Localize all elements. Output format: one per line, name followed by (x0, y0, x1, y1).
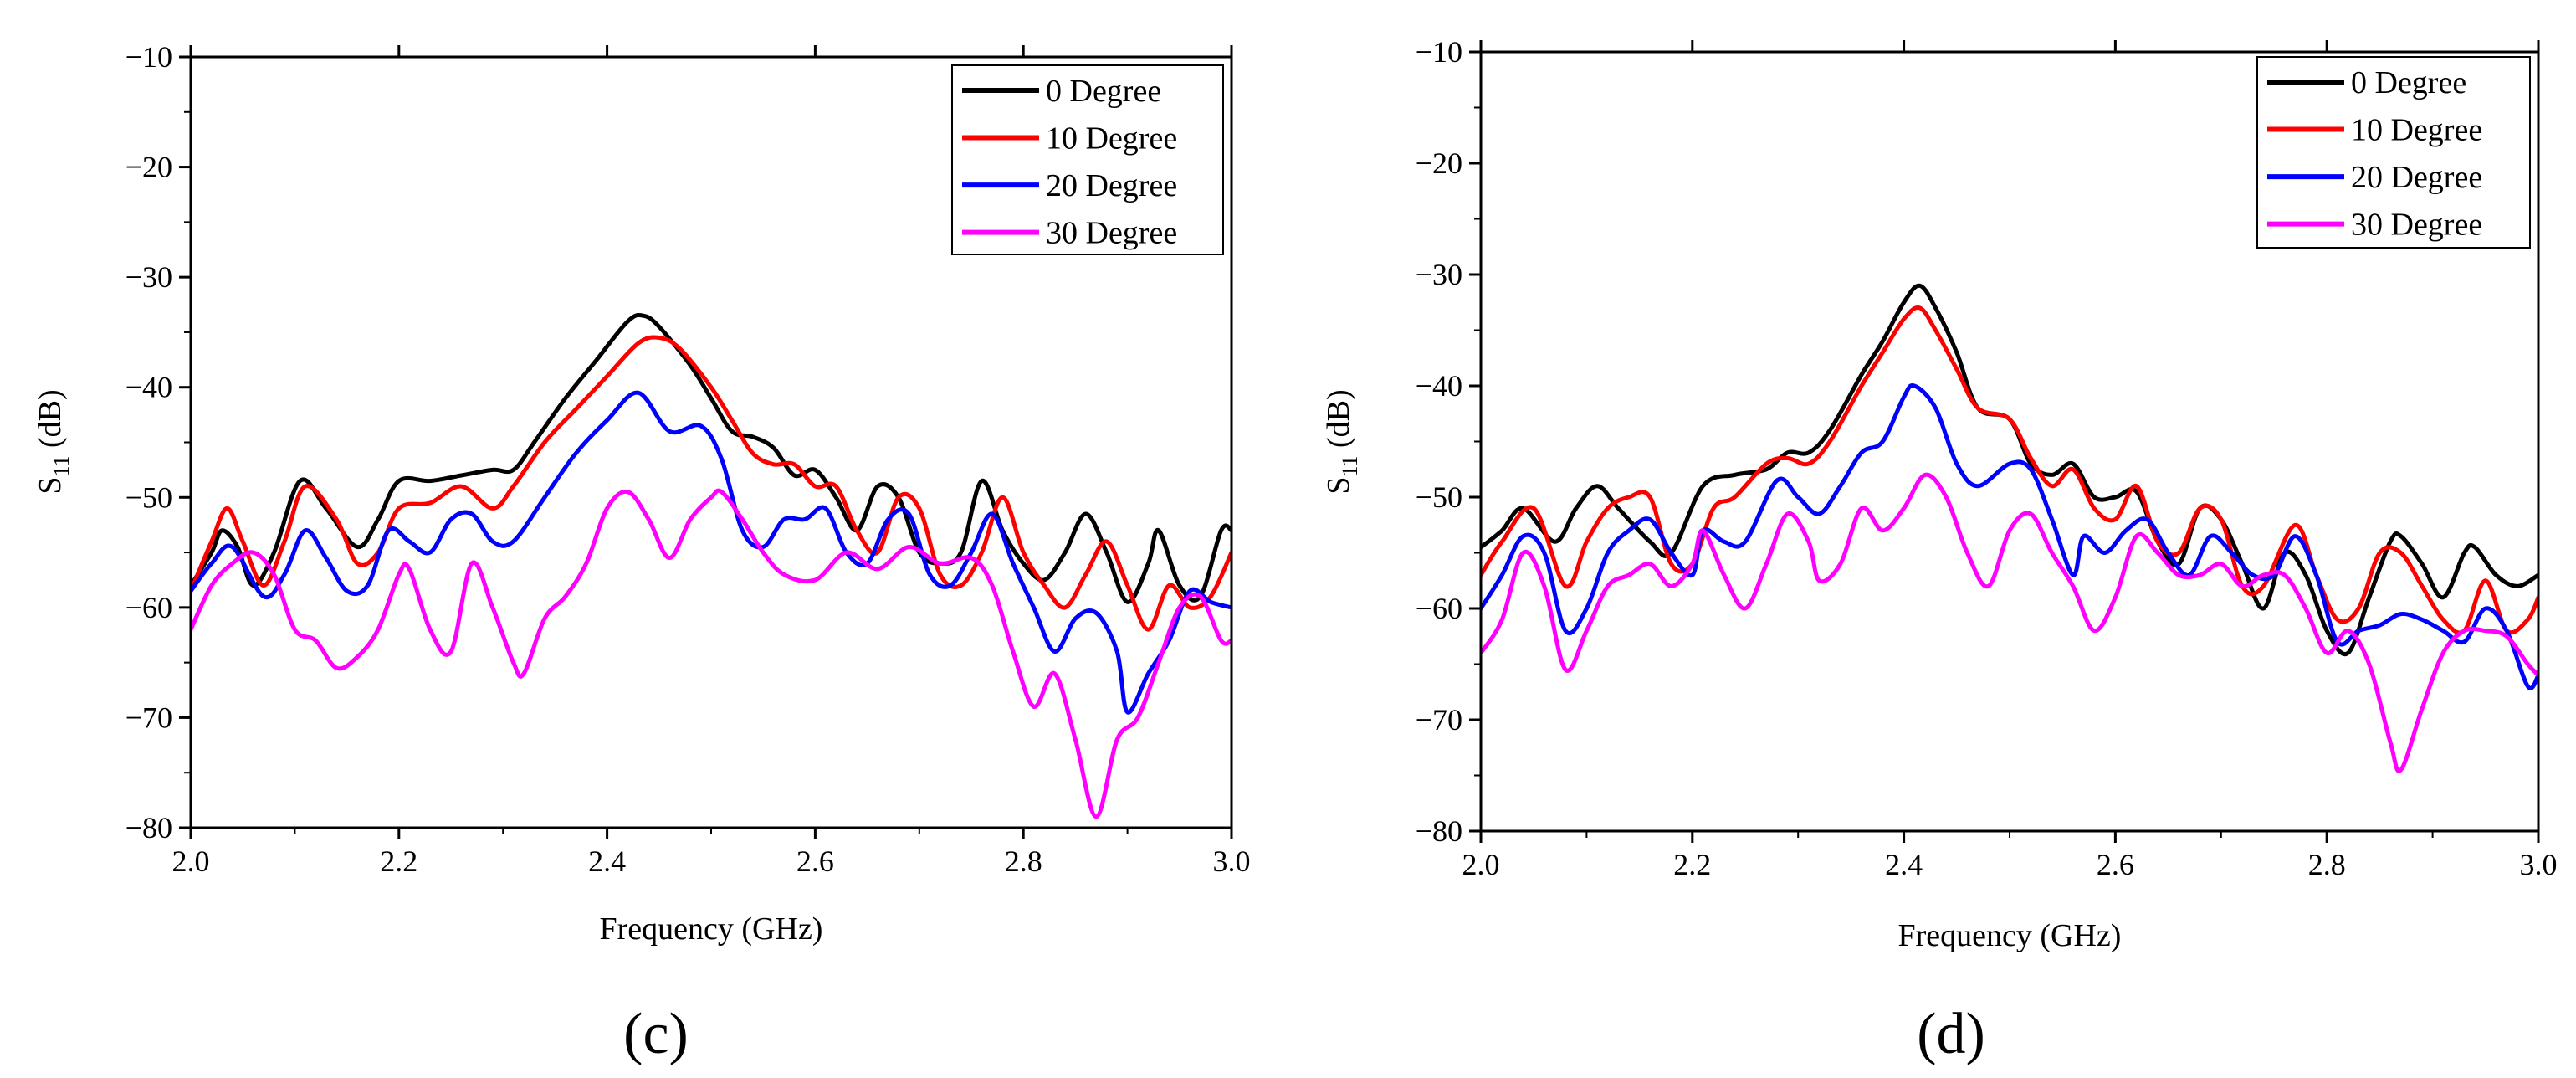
legend: 0 Degree 10 Degree 20 Degree 30 Degree (951, 64, 1224, 255)
y-axis-title: S11 (dB) (1321, 389, 1362, 494)
panel-label: (d) (1917, 1002, 1985, 1066)
legend-label: 30 Degree (1046, 216, 1177, 251)
series-line-10-degree (191, 335, 1232, 632)
legend-label: 10 Degree (1046, 121, 1177, 157)
panel-label: (c) (623, 1002, 689, 1066)
x-tick-label: 3.0 (2520, 848, 2558, 881)
x-tick-label: 2.8 (2308, 848, 2346, 881)
y-tick-label: −70 (125, 701, 172, 734)
x-tick-label: 2.8 (1005, 844, 1042, 878)
legend-label: 0 Degree (1046, 74, 1161, 109)
y-tick-label: −30 (125, 260, 172, 294)
legend-label: 20 Degree (2351, 160, 2482, 195)
x-tick-label: 2.6 (2097, 848, 2134, 881)
legend-box (2256, 56, 2531, 249)
y-tick-label: −60 (1416, 592, 1462, 625)
x-axis-title: Frequency (GHz) (1898, 918, 2122, 953)
series-line-30-degree (191, 488, 1232, 819)
y-tick-label: −10 (125, 40, 172, 74)
series-line-0-degree (1481, 283, 2538, 657)
y-tick-label: −60 (125, 591, 172, 624)
series-line-20-degree (1481, 382, 2538, 690)
x-tick-label: 2.0 (1462, 848, 1500, 881)
legend-label: 0 Degree (2351, 65, 2466, 100)
y-tick-label: −70 (1416, 703, 1462, 737)
series-line-20-degree (191, 390, 1232, 715)
y-tick-label: −20 (125, 151, 172, 184)
series-line-0-degree (191, 312, 1232, 604)
x-tick-label: 2.6 (796, 844, 834, 878)
chart-panel-d: 2.0 2.2 2.4 2.6 2.8 3.0 −80 −70 −60 −50 −40 −30 −20 −… (1321, 35, 2558, 1066)
y-tick-label: −40 (125, 371, 172, 404)
x-tick-label: 3.0 (1213, 844, 1251, 878)
series-line-10-degree (1481, 305, 2538, 635)
y-tick-label: −20 (1416, 146, 1462, 180)
y-tick-label: −30 (1416, 258, 1462, 291)
y-tick-label: −50 (125, 480, 172, 514)
legend-label: 10 Degree (2351, 113, 2482, 148)
x-axis-title: Frequency (GHz) (600, 911, 823, 947)
legend-label: 20 Degree (1046, 168, 1177, 203)
y-axis-title: S11 (dB) (33, 389, 74, 494)
x-tick-label: 2.2 (1673, 848, 1711, 881)
x-tick-label: 2.4 (1885, 848, 1923, 881)
y-tick-label: −10 (1416, 35, 1462, 69)
legend-box (951, 64, 1224, 255)
x-tick-label: 2.2 (380, 844, 417, 878)
legend-label: 30 Degree (2351, 208, 2482, 243)
series-line-30-degree (1481, 472, 2538, 773)
x-tick-label: 2.0 (172, 844, 210, 878)
chart-panel-c: 2.0 2.2 2.4 2.6 2.8 3.0 −80 −70 −60 −50 −40 −30 −20 −… (33, 40, 1251, 1066)
y-tick-label: −80 (125, 811, 172, 844)
y-tick-label: −50 (1416, 480, 1462, 514)
y-tick-label: −40 (1416, 369, 1462, 403)
x-tick-label: 2.4 (588, 844, 626, 878)
y-tick-label: −80 (1416, 814, 1462, 848)
legend: 0 Degree 10 Degree 20 Degree 30 Degree (2256, 56, 2531, 249)
